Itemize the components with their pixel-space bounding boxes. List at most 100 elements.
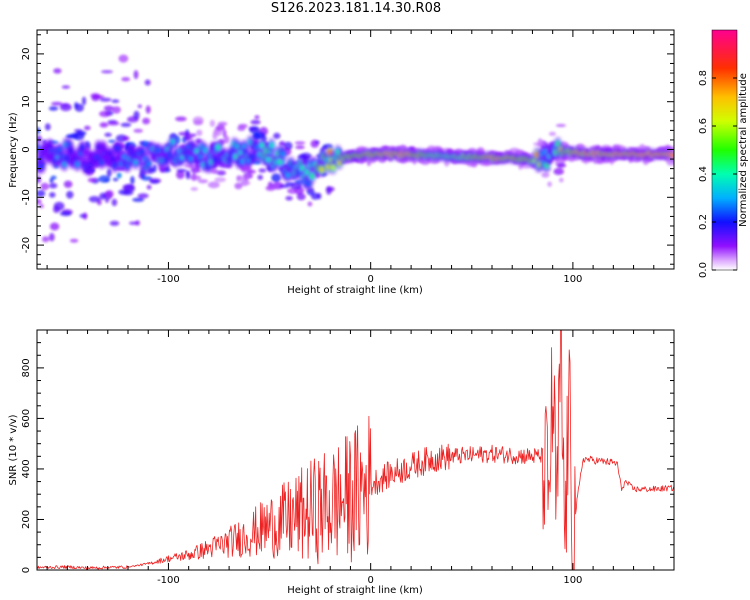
heatmap-cell [99,192,106,200]
heatmap-cell [152,164,157,173]
heatmap-cell [300,165,305,171]
y-tick-label: 0 [21,567,32,573]
heatmap-cell [212,132,218,140]
heatmap-cell [137,104,142,109]
x-tick-label: 100 [563,274,582,285]
heatmap-cell [190,175,202,181]
heatmap-cell [118,54,129,63]
heatmap-cell [111,99,120,103]
heatmap-cell [271,173,281,183]
heatmap-cell [283,141,293,151]
heatmap-cell [50,175,57,180]
heatmap-cell [87,177,96,183]
heatmap-cell [122,184,135,191]
heatmap-cell [92,95,105,99]
heatmap-cell [307,201,313,207]
heatmap-cell [156,147,161,153]
y-tick-label: -10 [21,189,32,205]
heatmap-cell [243,174,249,182]
heatmap-cell [116,172,122,179]
heatmap-cell [184,132,193,140]
heatmap-cell [185,170,190,177]
heatmap-cell [108,139,116,143]
heatmap-cell [84,125,91,131]
heatmap-cell [111,198,118,207]
colorbar-label: Normalized spectral amplitude [738,73,749,227]
heatmap-cell [146,161,151,167]
heatmap-cell [139,141,146,145]
heatmap-cell [216,170,226,176]
heatmap-cell [207,181,220,189]
heatmap-cell [39,163,44,169]
heatmap-cell [99,97,112,102]
colorbar-tick-label: 0.4 [698,166,709,182]
heatmap-cell [132,197,145,202]
bottom-y-axis-label: SNR (10 * v/v) [8,414,19,485]
heatmap-cell [112,106,121,114]
heatmap-cell [133,128,143,133]
heatmap-cell [259,142,264,148]
heatmap-cell [548,131,557,136]
heatmap-cell [61,85,70,89]
bottom-x-axis-label: Height of straight line (km) [287,585,423,596]
y-tick-label: 800 [21,358,32,377]
heatmap-cell [258,168,267,173]
heatmap-cell [287,188,298,194]
heatmap-cell [269,142,274,148]
heatmap-cell [63,180,73,188]
heatmap-cell [280,151,285,157]
snr-panel: -100 0 100 0 200 400 600 800 Height of straight… [8,329,675,596]
heatmap-cell [105,199,109,203]
heatmap-cell [120,122,132,127]
heatmap-cell [273,132,281,139]
heatmap-cell [44,123,51,131]
heatmap-cell [315,140,320,144]
heatmap-cell [285,172,290,178]
heatmap-cell [556,162,567,168]
heatmap-cell [175,116,187,122]
heatmap-cell [83,212,88,220]
heatmap-cell [48,106,59,111]
y-tick-label: 600 [21,409,32,428]
top-y-axis-label: Frequency (Hz) [8,112,19,188]
heatmap-cell [74,102,79,109]
x-tick-label: 100 [563,575,582,586]
heatmap-cell [277,159,282,165]
heatmap-cell [167,152,172,158]
heatmap-cell [137,193,149,199]
heatmap-cell [661,145,671,150]
y-tick-label: 400 [21,459,32,478]
heatmap-cell [265,185,276,191]
heatmap-cell [236,175,241,182]
heatmap-cell [49,192,56,198]
heatmap-cell [109,220,120,226]
heatmap-cell [547,181,552,187]
heatmap-cell [190,187,198,191]
heatmap-cell [75,161,80,167]
y-tick-label: 20 [21,48,32,61]
chart-title: S126.2023.181.14.30.R08 [270,1,442,16]
heatmap-cell [142,117,151,125]
colorbar-tick-label: 0.0 [698,262,709,278]
heatmap-cell [541,172,550,178]
colorbar-tick-label: 0.6 [698,118,709,134]
x-tick-label: 0 [367,575,373,586]
heatmap-cell [51,101,63,106]
heatmap-cell [122,136,130,141]
bottom-axis-ticks: -100 0 100 0 200 400 600 800 [21,329,675,586]
heatmap-cell [98,175,111,183]
heatmap-cell [99,122,109,128]
heatmap-cell [331,164,336,170]
colorbar-tick-label: 0.2 [698,214,709,230]
heatmap-cell [101,70,113,74]
heatmap-cell [146,184,152,190]
heatmap-cell [76,130,87,136]
colorbar: 0.0 0.2 0.4 0.6 0.8 Normalized spectral ampl… [698,29,749,278]
heatmap-cell [105,190,114,199]
heatmap-cell [250,119,261,125]
heatmap-cell [176,170,185,180]
heatmap-cell [65,134,73,139]
heatmap-cell [216,144,221,150]
heatmap-cell [69,148,73,154]
